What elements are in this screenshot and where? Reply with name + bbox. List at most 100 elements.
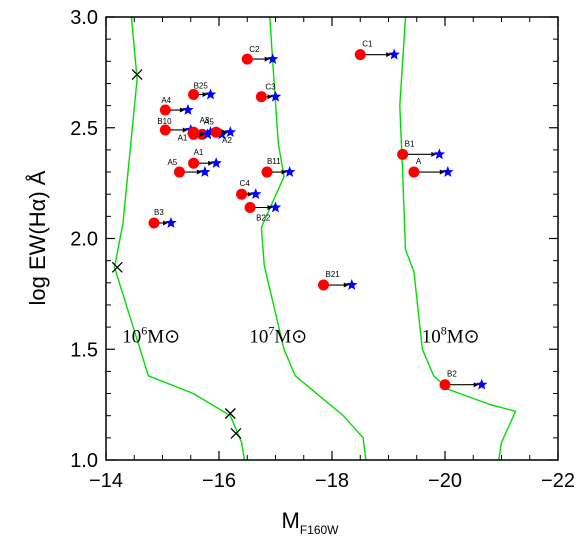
mass-label-exponent: 7: [268, 324, 274, 338]
data-point-label: A3: [200, 116, 210, 125]
observed-circle-marker: [236, 188, 248, 200]
mass-label-base: 10: [249, 327, 268, 348]
correction-arrow-head: [162, 220, 168, 226]
data-point-label: A1: [178, 133, 188, 142]
correction-arrow-head: [196, 169, 202, 175]
correction-arrow-head: [386, 52, 392, 58]
cross-markers: [111, 69, 242, 439]
correction-arrow-head: [267, 94, 273, 100]
observed-circle-marker: [261, 166, 273, 178]
data-point-group: A2: [210, 126, 237, 145]
data-point-group: B11: [261, 157, 296, 178]
mass-label-unit: M⊙: [447, 327, 480, 348]
data-point-label: A5: [167, 158, 177, 167]
mass-label-exponent: 6: [141, 324, 147, 338]
corrected-star-marker: [199, 166, 211, 177]
mass-track-line: [399, 17, 517, 460]
x-tick-label: −14: [89, 470, 123, 492]
observed-circle-marker: [318, 279, 330, 291]
cross-marker: [224, 408, 236, 419]
data-point-label: B21: [326, 270, 341, 279]
plot-frame: [105, 16, 559, 461]
corrected-star-marker: [269, 201, 282, 213]
observed-circle-marker: [173, 166, 185, 178]
mass-track-line: [113, 17, 246, 460]
y-axis-label: log EW(Hα) Å: [25, 170, 50, 305]
corrected-star-marker: [476, 378, 488, 390]
data-point-group: B3: [148, 208, 177, 229]
observed-circle-marker: [397, 148, 409, 160]
corrected-star-marker: [266, 53, 279, 64]
corrected-star-marker: [442, 166, 454, 177]
corrected-star-marker: [388, 48, 400, 60]
mass-label-unit: M⊙: [147, 327, 180, 348]
observed-circle-marker: [241, 53, 253, 65]
mass-label-base: 10: [122, 327, 141, 348]
data-point-group: B25: [188, 82, 217, 101]
cross-stroke: [230, 427, 242, 439]
observed-circle-marker: [439, 379, 451, 391]
y-tick-label: 1.0: [70, 450, 98, 472]
observed-circle-marker: [354, 49, 366, 61]
cross-stroke: [224, 408, 236, 419]
data-point-label: B2: [447, 370, 457, 379]
data-point-label: A1: [194, 148, 204, 157]
data-point-group: B22: [244, 201, 282, 222]
mass-label-base: 10: [422, 327, 441, 348]
data-point-group: B2: [439, 370, 488, 391]
data-point-group: B1: [397, 139, 446, 160]
corrected-star-marker: [346, 279, 358, 290]
y-tick-label: 3.0: [70, 7, 98, 29]
data-point-label: B1: [405, 139, 415, 148]
observed-circle-marker: [188, 157, 200, 169]
data-point-group: C2: [241, 45, 279, 65]
correction-arrow-head: [247, 191, 253, 197]
mass-track-label: 108M⊙: [422, 324, 480, 348]
data-point-group: A: [408, 157, 454, 178]
data-point-group: C4: [236, 179, 262, 200]
y-axis: 1.0 1.5 2.0 2.5 3.0: [70, 7, 558, 472]
data-point-group: A5: [167, 158, 211, 178]
correction-arrow-head: [264, 56, 270, 62]
correction-arrow-head: [202, 92, 208, 98]
correction-arrow-head: [473, 382, 479, 388]
mass-tracks: [113, 17, 517, 460]
corrected-star-marker: [201, 128, 214, 140]
observed-circle-marker: [188, 89, 200, 101]
correction-arrow-head: [431, 151, 437, 157]
data-point-label: C4: [240, 179, 251, 188]
data-point-label: A4: [161, 96, 171, 105]
x-axis-label: MF160W: [281, 508, 339, 537]
mass-track-line: [260, 17, 367, 460]
x-tick-label: −20: [428, 470, 462, 492]
x-tick-label: −18: [315, 470, 349, 492]
correction-arrow-head: [208, 160, 214, 166]
data-point-label: B10: [157, 117, 172, 126]
correction-arrow-head: [179, 107, 185, 113]
observed-circle-marker: [148, 217, 160, 229]
data-point-label: B3: [154, 208, 164, 217]
y-tick-label: 2.5: [70, 118, 98, 140]
observed-circle-marker: [188, 128, 200, 140]
cross-marker: [111, 261, 123, 273]
corrected-star-marker: [283, 166, 296, 177]
y-tick-label: 2.0: [70, 229, 98, 251]
data-point-group: A1: [188, 148, 222, 169]
data-point-label: B11: [267, 157, 281, 166]
corrected-star-marker: [210, 157, 222, 169]
x-axis-label-main: M: [281, 508, 299, 533]
y-tick-label: 1.5: [70, 339, 98, 361]
mass-labels: 106M⊙ 107M⊙ 108M⊙: [122, 324, 479, 348]
observed-circle-marker: [408, 166, 420, 178]
corrected-star-marker: [224, 126, 237, 138]
corrected-star-marker: [250, 188, 262, 200]
data-point-group: A4: [159, 96, 194, 116]
mass-label-exponent: 8: [441, 324, 447, 338]
correction-arrow-head: [267, 204, 273, 210]
corrected-star-marker: [216, 128, 228, 140]
data-point-group: B21: [318, 270, 358, 291]
x-axis-label-sub: F160W: [300, 523, 339, 537]
correction-arrow-head: [182, 127, 188, 133]
